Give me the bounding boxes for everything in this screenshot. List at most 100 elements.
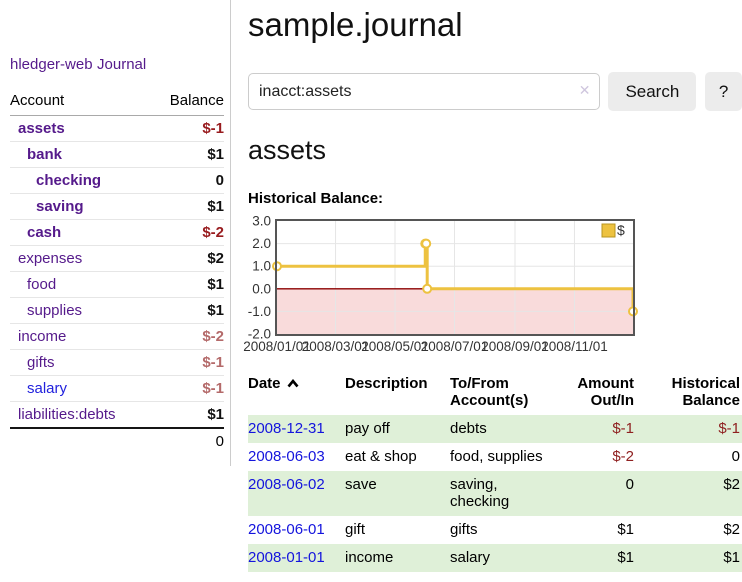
svg-text:2.0: 2.0	[252, 236, 271, 251]
transaction-amount: $-1	[565, 415, 642, 443]
account-balance: $1	[207, 406, 224, 423]
register-table: Date Description To/From Account(s) Amou…	[248, 371, 742, 572]
transaction-row: 2008-06-02 save saving, checking 0 $2	[248, 471, 742, 516]
app-title-link[interactable]: hledger-web	[10, 56, 93, 73]
transaction-date-link[interactable]: 2008-12-31	[248, 420, 325, 437]
chart-canvas: $3.0 2.0 1.0 0.0 -1.0 -2.02008/01/012008/03/0…	[243, 214, 638, 354]
account-balance: $1	[151, 297, 224, 324]
search-input[interactable]	[248, 73, 601, 110]
register-header-description: Description	[345, 375, 428, 392]
account-balance: $-1	[151, 115, 224, 142]
account-link-supplies[interactable]: supplies	[27, 302, 83, 319]
account-row: food $1	[10, 271, 224, 298]
transaction-amount: $1	[565, 544, 642, 572]
svg-text:1.0: 1.0	[252, 259, 271, 274]
page-title: sample.journal	[248, 6, 463, 43]
transaction-description: save	[345, 471, 450, 516]
transaction-accounts: food, supplies	[450, 448, 543, 465]
account-link-bank[interactable]: bank	[27, 146, 63, 163]
transaction-accounts: debts	[450, 415, 565, 443]
transaction-balance: $2	[723, 521, 740, 538]
account-row: gifts $-1	[10, 349, 224, 376]
svg-text:2008/03/01: 2008/03/01	[302, 339, 370, 354]
account-balance: $2	[151, 245, 224, 272]
transaction-row: 2008-12-31 pay off debts $-1 $-1	[248, 415, 742, 443]
account-balance: $-1	[151, 349, 224, 376]
account-heading: assets	[248, 135, 327, 165]
accounts-total-row: 0	[10, 427, 224, 454]
transaction-date-link[interactable]: 2008-06-02	[248, 476, 325, 493]
svg-text:2008/05/01: 2008/05/01	[361, 339, 429, 354]
register-header-date[interactable]: Date	[248, 371, 345, 415]
account-link-checking[interactable]: checking	[36, 172, 102, 189]
account-link-salary[interactable]: salary	[27, 380, 68, 397]
account-link-food[interactable]: food	[27, 276, 57, 293]
transaction-amount: $-2	[612, 448, 634, 465]
account-link-expenses[interactable]: expenses	[18, 250, 83, 267]
sort-ascending-icon	[287, 379, 299, 388]
accounts-table: Account Balance assets $-1 bank $1 checking 0…	[10, 90, 224, 454]
account-link-income[interactable]: income	[18, 328, 67, 345]
register-header-accounts: To/From Account(s)	[450, 375, 529, 409]
account-row: supplies $1	[10, 297, 224, 324]
transaction-description: income	[345, 544, 450, 572]
account-balance: $-1	[151, 375, 224, 402]
transaction-balance: $-1	[642, 415, 742, 443]
chart-title: Historical Balance:	[248, 190, 384, 207]
transaction-amount: $1	[617, 521, 634, 538]
transaction-date-link[interactable]: 2008-01-01	[248, 549, 325, 566]
account-row: checking 0	[10, 167, 224, 194]
help-button[interactable]: ?	[705, 72, 742, 111]
main-content: sample.journal ✕ Search ? assets Histori…	[243, 0, 742, 572]
account-balance: $-2	[151, 219, 224, 246]
transaction-accounts: salary	[450, 544, 565, 572]
search-button[interactable]: Search	[608, 72, 697, 111]
svg-text:-2.0: -2.0	[248, 327, 271, 342]
account-link-gifts[interactable]: gifts	[27, 354, 55, 371]
account-row: assets $-1	[10, 115, 224, 142]
account-link-saving[interactable]: saving	[36, 198, 84, 215]
transaction-date-link[interactable]: 2008-06-03	[248, 448, 325, 465]
accounts-header-balance: Balance	[151, 90, 224, 116]
transaction-balance: $1	[642, 544, 742, 572]
account-row: expenses $2	[10, 245, 224, 272]
account-balance: $1	[151, 141, 224, 168]
transaction-description: pay off	[345, 415, 450, 443]
transaction-description: gift	[345, 521, 366, 538]
account-link-assets[interactable]: assets	[18, 120, 65, 137]
register-rows: 2008-12-31 pay off debts $-1 $-1 2008-06-03 ea…	[248, 415, 742, 572]
transaction-row: 2008-06-01 gift gifts $1 $2	[248, 516, 742, 544]
svg-text:0.0: 0.0	[252, 281, 271, 296]
svg-text:2008/11/01: 2008/11/01	[541, 339, 608, 354]
svg-text:$: $	[617, 222, 625, 238]
account-balance: $1	[151, 271, 224, 298]
account-link-cash[interactable]: cash	[27, 224, 62, 241]
account-row: saving $1	[10, 193, 224, 220]
svg-text:3.0: 3.0	[252, 214, 271, 229]
register-header-balance: Historical Balance	[671, 375, 740, 409]
clear-search-icon[interactable]: ✕	[578, 82, 591, 98]
accounts-rows: assets $-1 bank $1 checking 0 saving $1 cash $-2 e…	[10, 115, 224, 429]
account-balance: $-2	[151, 323, 224, 350]
account-link-liabilities-debts[interactable]: liabilities:debts	[18, 406, 116, 423]
account-balance: $1	[151, 193, 224, 220]
svg-text:2008/07/01: 2008/07/01	[421, 339, 489, 354]
balance-chart: $3.0 2.0 1.0 0.0 -1.0 -2.0 2008/01/01 2008/03/0…	[243, 214, 742, 357]
svg-text:2008/09/01: 2008/09/01	[481, 339, 549, 354]
account-balance: 0	[151, 167, 224, 194]
sidebar-item-journal[interactable]: Journal	[97, 56, 147, 73]
transaction-row: 2008-06-03 eat & shop food, supplies $-2 0	[248, 443, 742, 471]
transaction-amount: 0	[565, 471, 642, 516]
transaction-description: eat & shop	[345, 448, 417, 465]
transaction-balance: 0	[731, 448, 740, 465]
account-row: bank $1	[10, 141, 224, 168]
transaction-date-link[interactable]: 2008-06-01	[248, 521, 325, 538]
search-box: ✕	[248, 73, 601, 110]
transaction-accounts: saving, checking	[450, 471, 565, 516]
svg-text:2008/01/01: 2008/01/01	[243, 339, 311, 354]
accounts-header-account: Account	[10, 90, 152, 116]
account-row: cash $-2	[10, 219, 224, 246]
svg-text:-1.0: -1.0	[248, 304, 271, 319]
sidebar: hledger-web Journal Account Balance asse…	[0, 0, 231, 466]
account-row: income $-2	[10, 323, 224, 350]
